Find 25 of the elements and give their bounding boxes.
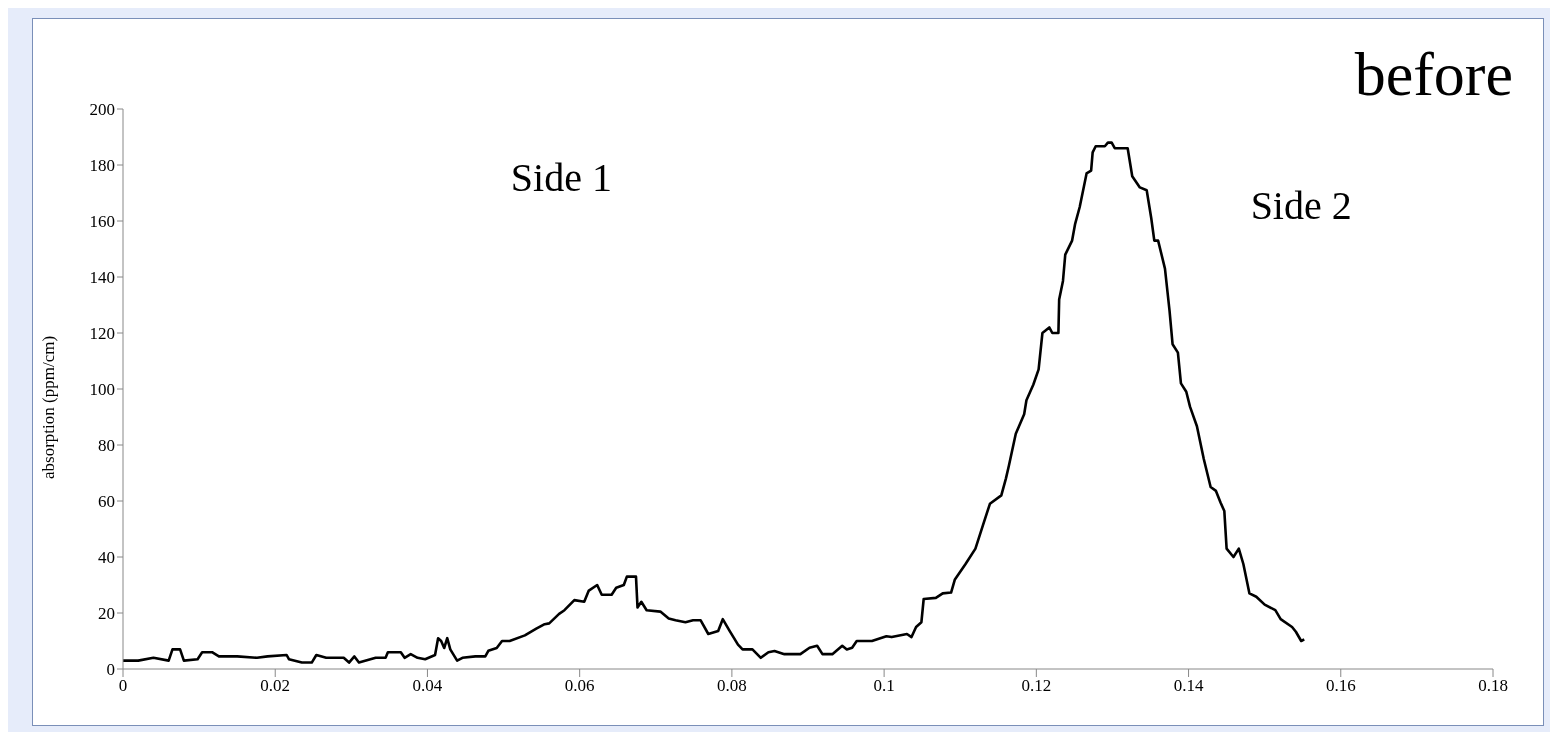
y-tick-label: 120	[89, 324, 115, 344]
x-tick-label: 0.1	[873, 676, 895, 696]
y-tick-label: 200	[89, 100, 115, 120]
x-tick-label: 0.02	[260, 676, 291, 696]
y-tick-label: 160	[89, 212, 115, 232]
annotation: Side 2	[1250, 181, 1352, 229]
y-tick-label: 60	[98, 492, 115, 512]
x-tick-label: 0.12	[1021, 676, 1052, 696]
annotation: Side 1	[510, 153, 612, 201]
x-tick-label: 0.14	[1173, 676, 1204, 696]
y-tick-label: 0	[106, 660, 115, 680]
y-tick-label: 100	[89, 380, 115, 400]
x-tick-label: 0.18	[1478, 676, 1508, 696]
x-tick-label: 0.08	[717, 676, 747, 696]
x-tick-label: 0	[118, 676, 128, 696]
x-tick-label: 0.06	[564, 676, 595, 696]
y-tick-label: 40	[98, 548, 115, 568]
y-tick-label: 180	[89, 156, 115, 176]
chart-title: before	[1354, 39, 1513, 110]
y-axis-title: absorption (ppm/cm)	[39, 335, 59, 479]
y-tick-label: 80	[98, 436, 115, 456]
y-tick-label: 20	[98, 604, 115, 624]
y-tick-label: 140	[89, 268, 115, 288]
x-tick-label: 0.16	[1325, 676, 1356, 696]
x-tick-label: 0.04	[412, 676, 443, 696]
